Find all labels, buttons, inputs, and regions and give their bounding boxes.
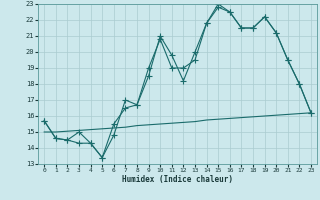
- X-axis label: Humidex (Indice chaleur): Humidex (Indice chaleur): [122, 175, 233, 184]
